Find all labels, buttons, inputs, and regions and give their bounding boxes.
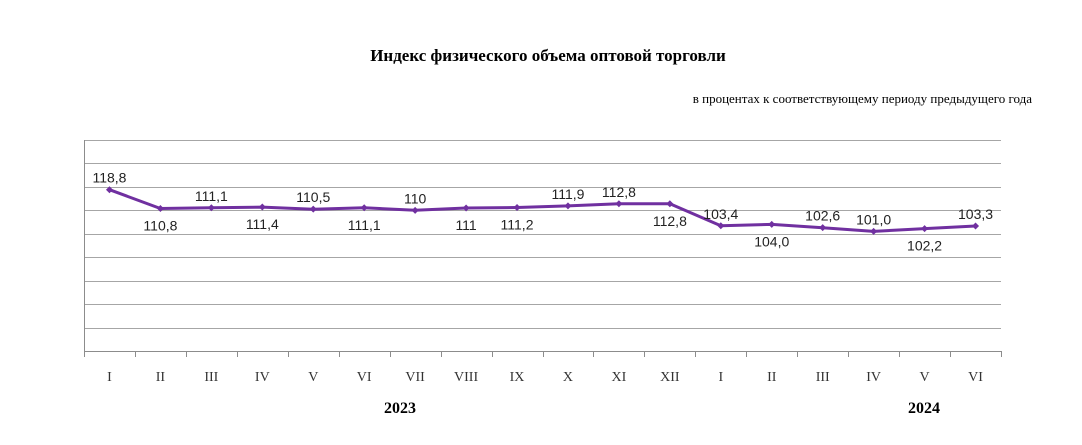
data-point — [462, 204, 470, 212]
data-label: 103,3 — [958, 206, 993, 222]
data-label: 110 — [404, 190, 427, 206]
data-label: 101,0 — [856, 211, 891, 227]
data-point — [207, 204, 215, 212]
x-tick-label: IX — [510, 370, 525, 385]
x-tick-label: VII — [405, 370, 425, 385]
data-label: 118,8 — [92, 170, 126, 186]
data-label: 112,8 — [653, 213, 687, 229]
data-label: 102,2 — [907, 238, 942, 254]
x-tick-label: VI — [968, 370, 983, 385]
data-point — [972, 222, 980, 230]
data-label: 112,8 — [602, 184, 636, 200]
x-tick-label: IV — [255, 370, 270, 385]
data-label: 102,6 — [805, 208, 840, 224]
data-label: 103,4 — [703, 206, 738, 222]
grid-lines — [84, 140, 1001, 329]
x-axis: I II III IV V VI VII VIII IX X XI XII I II III IV V VI — [84, 140, 1002, 385]
series-line-group — [105, 186, 980, 235]
data-labels: 118,8 110,8 111,1 111,4 110,5 111,1 110 111 111,… — [92, 170, 993, 254]
data-point — [819, 224, 827, 232]
data-label: 111,1 — [348, 217, 381, 233]
data-point — [666, 200, 674, 208]
year-label: 2024 — [908, 400, 940, 417]
data-label: 111,2 — [501, 217, 534, 233]
x-tick-label: X — [563, 370, 573, 385]
x-tick-label: III — [204, 370, 218, 385]
data-label: 111,1 — [195, 188, 228, 204]
data-label: 110,8 — [143, 217, 177, 233]
x-tick-label: I — [718, 370, 723, 385]
x-tick-label: IV — [866, 370, 881, 385]
x-tick-label: XI — [612, 370, 627, 385]
data-point — [309, 205, 317, 213]
data-label: 104,0 — [754, 233, 789, 249]
data-label: 110,5 — [296, 189, 330, 205]
year-labels: 2023 2024 — [384, 400, 940, 417]
x-tick-label: VIII — [454, 370, 478, 385]
x-tick-label: II — [767, 370, 777, 385]
data-point — [156, 204, 164, 212]
data-point — [513, 204, 521, 212]
data-point — [615, 200, 623, 208]
series-line — [108, 188, 976, 233]
data-point — [411, 206, 419, 214]
year-label: 2023 — [384, 400, 416, 417]
data-point — [564, 202, 572, 210]
x-tick-label: XII — [660, 370, 680, 385]
chart-subtitle: в процентах к соответствующему периоду п… — [693, 91, 1032, 106]
data-point — [921, 225, 929, 233]
data-point — [360, 204, 368, 212]
data-point — [870, 227, 878, 235]
data-point — [717, 222, 725, 230]
data-point — [105, 186, 113, 194]
data-point — [258, 203, 266, 211]
data-point — [768, 220, 776, 228]
x-tick-label: V — [920, 370, 930, 385]
x-tick-label: I — [107, 370, 112, 385]
data-label: 111,4 — [246, 216, 279, 232]
x-tick-label: III — [816, 370, 830, 385]
data-label: 111,9 — [551, 186, 584, 202]
x-tick-label: V — [308, 370, 318, 385]
chart-title: Индекс физического объема оптовой торгов… — [370, 46, 726, 65]
data-label: 111 — [455, 217, 476, 233]
x-tick-label: II — [156, 370, 166, 385]
x-tick-label: VI — [357, 370, 372, 385]
